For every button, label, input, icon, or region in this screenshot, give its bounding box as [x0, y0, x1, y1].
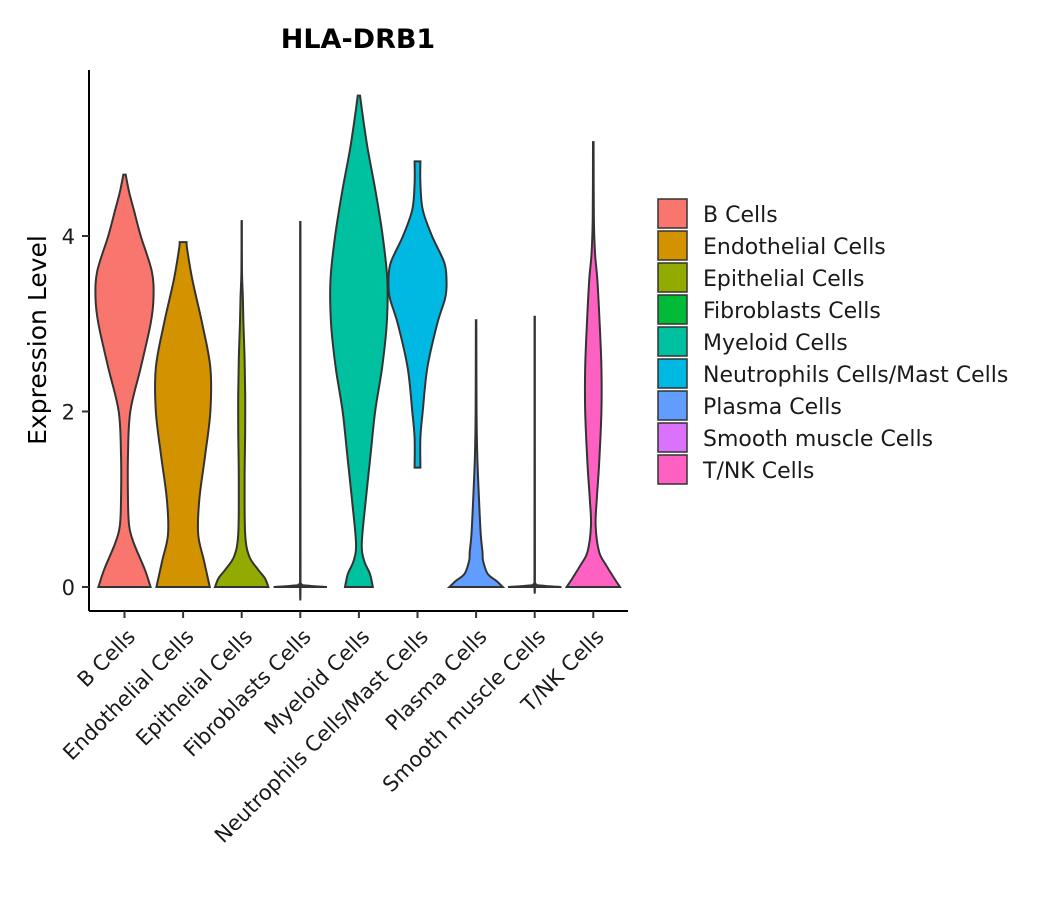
violin-smooth-muscle-cells	[507, 315, 562, 594]
legend: B Cells Endothelial Cells Epithelial Cells…	[657, 198, 1008, 485]
legend-label: T/NK Cells	[702, 459, 814, 484]
legend-label: Smooth muscle Cells	[703, 427, 933, 452]
x-tick-label: Neutrophils Cells/Mast Cells	[210, 625, 433, 848]
violin-endothelial-cells	[154, 241, 213, 588]
legend-label: Myeloid Cells	[703, 331, 848, 356]
y-axis-title: Expression Level	[23, 235, 52, 445]
y-axis: 0 2 4	[62, 70, 90, 611]
legend-key-smooth-muscle-cells	[657, 422, 688, 453]
legend-key-t-nk-cells	[657, 454, 688, 485]
legend-label: Neutrophils Cells/Mast Cells	[703, 363, 1008, 388]
legend-label: Endothelial Cells	[703, 235, 886, 260]
legend-label: B Cells	[703, 203, 778, 228]
violin-t-nk-cells	[564, 141, 622, 588]
legend-label: Plasma Cells	[703, 395, 842, 420]
legend-key-epithelial-cells	[657, 262, 688, 293]
y-tick-label: 4	[62, 225, 75, 249]
legend-label: Epithelial Cells	[703, 267, 864, 292]
x-tick-label: Myeloid Cells	[260, 625, 375, 740]
legend-key-myeloid-cells	[657, 326, 688, 357]
legend-key-b-cells	[657, 198, 688, 229]
legend-key-neutrophils-cells-mast-cells	[657, 358, 688, 389]
violin-myeloid-cells	[329, 94, 389, 588]
legend-key-plasma-cells	[657, 390, 688, 421]
legend-label: Fibroblasts Cells	[703, 299, 881, 324]
violin-epithelial-cells	[213, 220, 270, 588]
chart-title: HLA-DRB1	[281, 24, 435, 55]
y-tick-label: 2	[62, 401, 75, 425]
violin-plasma-cells	[446, 319, 506, 588]
violin-b-cells	[94, 173, 155, 588]
legend-key-fibroblasts-cells	[657, 294, 688, 325]
x-tick-label: Plasma Cells	[381, 625, 492, 736]
violin-fibroblasts-cells	[273, 220, 328, 601]
y-tick-label: 0	[62, 576, 75, 600]
plot-area	[94, 94, 622, 601]
violin-neutrophils-cells-mast-cells	[387, 160, 448, 469]
legend-key-endothelial-cells	[657, 230, 688, 261]
